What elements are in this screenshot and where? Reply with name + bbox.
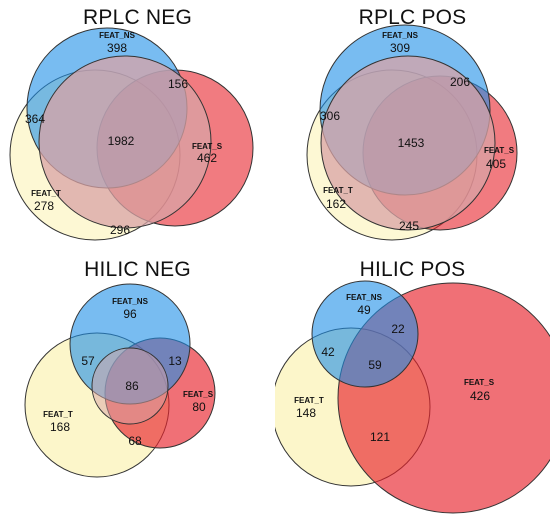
panel-title: RPLC NEG bbox=[83, 6, 192, 29]
set-label-t: FEAT_T bbox=[323, 186, 353, 195]
set-label-s: FEAT_S bbox=[464, 378, 495, 387]
region-ns-t: 42 bbox=[321, 345, 335, 359]
region-ns-t: 306 bbox=[320, 109, 340, 123]
venn-panel-rplc-neg: RPLC NEG FEAT_NS 398 156 364 1982 FEAT_S… bbox=[0, 0, 275, 258]
feat-big-overlap-circle bbox=[38, 55, 212, 229]
region-s-t: 296 bbox=[110, 223, 130, 237]
set-label-ns: FEAT_NS bbox=[382, 31, 419, 40]
region-s-t: 245 bbox=[399, 219, 419, 233]
panel-title: RPLC POS bbox=[358, 6, 467, 29]
set-label-s: FEAT_S bbox=[192, 142, 223, 151]
region-ns-t: 364 bbox=[25, 112, 45, 126]
set-label-ns: FEAT_NS bbox=[112, 297, 149, 306]
region-s-only: 426 bbox=[470, 389, 490, 403]
feat-big-overlap-circle bbox=[91, 347, 169, 425]
region-ns-only: 96 bbox=[123, 307, 137, 321]
feat-ns-circle bbox=[311, 280, 419, 388]
venn-diagram: FEAT_NS 49 22 42 59 FEAT_S 426 FEAT_T 14… bbox=[275, 280, 550, 514]
feat-big-overlap-circle bbox=[320, 55, 496, 231]
region-s-only: 462 bbox=[197, 151, 217, 165]
region-ns-s: 13 bbox=[168, 354, 182, 368]
venn-diagram: FEAT_NS 309 206 306 1453 FEAT_S 405 FEAT… bbox=[306, 24, 518, 241]
region-ns-only: 49 bbox=[357, 303, 371, 317]
panel-title: HILIC POS bbox=[359, 258, 466, 281]
region-all: 59 bbox=[368, 358, 382, 372]
region-ns-s: 206 bbox=[450, 75, 470, 89]
region-t-only: 168 bbox=[50, 420, 70, 434]
venn-panel-hilic-pos: HILIC POS FEAT_NS 49 22 42 59 FEAT_S 426… bbox=[275, 258, 550, 516]
region-all: 1982 bbox=[108, 134, 135, 148]
set-label-s: FEAT_S bbox=[484, 146, 515, 155]
region-all: 86 bbox=[125, 379, 139, 393]
region-ns-s: 22 bbox=[391, 322, 405, 336]
set-label-t: FEAT_T bbox=[43, 410, 73, 419]
set-label-t: FEAT_T bbox=[31, 189, 61, 198]
set-label-t: FEAT_T bbox=[294, 396, 324, 405]
region-all: 1453 bbox=[398, 136, 425, 150]
set-label-s: FEAT_S bbox=[183, 390, 214, 399]
region-ns-only: 309 bbox=[390, 41, 410, 55]
region-s-only: 80 bbox=[192, 400, 206, 414]
region-s-only: 405 bbox=[486, 157, 506, 171]
venn-panel-hilic-neg: HILIC NEG FEAT_NS 96 57 13 86 FEAT_S 80 … bbox=[0, 258, 275, 516]
venn-diagram: FEAT_NS 398 156 364 1982 FEAT_S 462 FEAT… bbox=[9, 27, 254, 241]
region-ns-t: 57 bbox=[81, 354, 95, 368]
region-t-only: 278 bbox=[34, 199, 54, 213]
venn-panel-rplc-pos: RPLC POS FEAT_NS 309 206 306 1453 FEAT_S… bbox=[275, 0, 550, 258]
region-s-t: 121 bbox=[370, 430, 390, 444]
panel-title: HILIC NEG bbox=[84, 258, 191, 281]
region-t-only: 148 bbox=[296, 406, 316, 420]
region-ns-s: 156 bbox=[168, 77, 188, 91]
region-s-t: 68 bbox=[128, 434, 142, 448]
set-label-ns: FEAT_NS bbox=[99, 31, 136, 40]
venn-diagram: FEAT_NS 96 57 13 86 FEAT_S 80 FEAT_T 168… bbox=[24, 283, 216, 478]
region-t-only: 162 bbox=[326, 197, 346, 211]
region-ns-only: 398 bbox=[107, 41, 127, 55]
set-label-ns: FEAT_NS bbox=[346, 293, 383, 302]
